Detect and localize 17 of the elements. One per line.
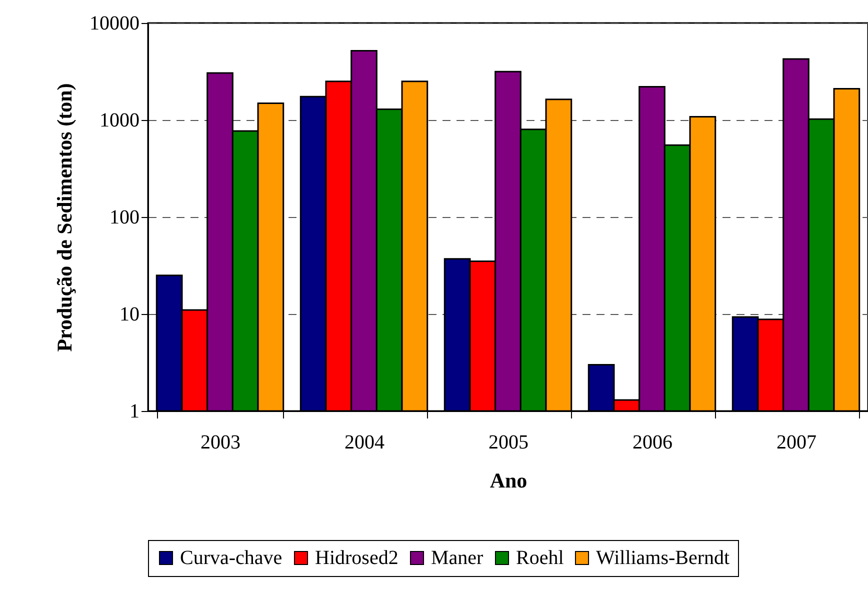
y-tick-label: 10 (120, 304, 140, 326)
y-tick-label: 1 (130, 400, 140, 422)
x-tick-label: 2006 (632, 432, 672, 454)
legend-label: Williams-Berndt (596, 547, 730, 569)
y-tick-label: 10000 (90, 12, 140, 34)
legend-label: Hidrosed2 (315, 547, 398, 569)
legend-label: Roehl (516, 547, 564, 569)
legend-label: Maner (431, 547, 484, 569)
y-tick-label: 100 (110, 206, 140, 228)
legend-label: Curva-chave (180, 547, 282, 569)
x-tick-label: 2004 (344, 432, 384, 454)
y-tick-label: 1000 (100, 110, 140, 132)
x-tick-label: 2005 (488, 432, 528, 454)
y-axis-title: Produção de Sedimentos (ton) (52, 83, 76, 352)
x-axis-title: Ano (490, 468, 528, 492)
x-tick-label: 2003 (200, 432, 240, 454)
x-tick-label: 2007 (776, 432, 816, 454)
